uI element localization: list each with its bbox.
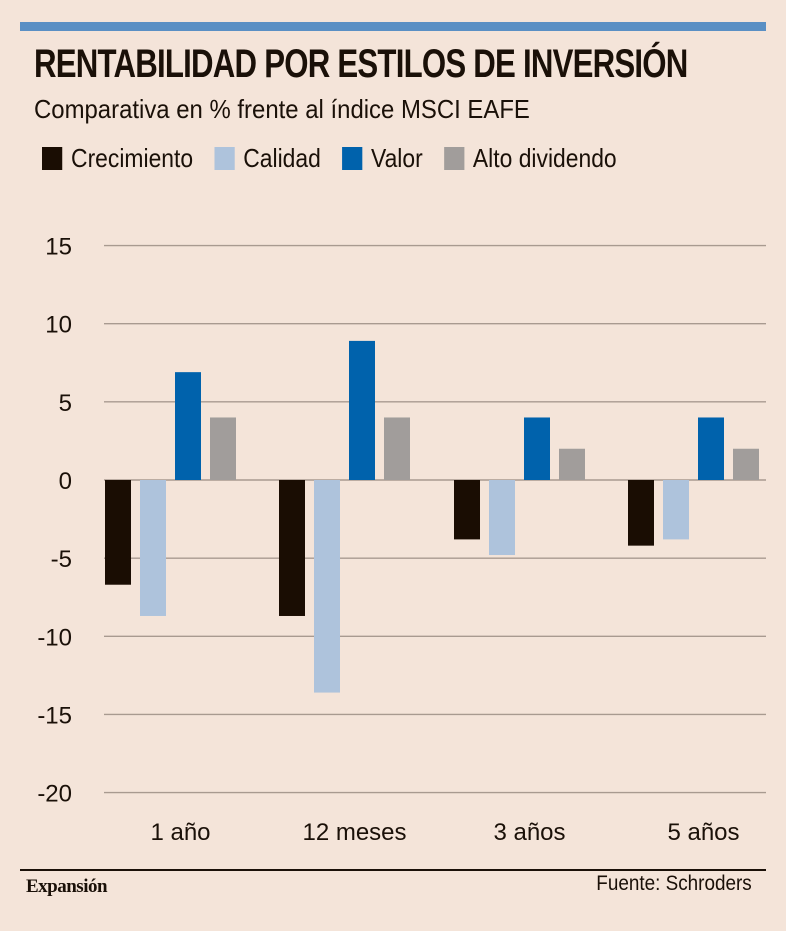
legend-label: Valor xyxy=(371,143,423,173)
legend-item-crecimiento: Crecimiento xyxy=(42,143,193,174)
x-tick-label: 12 meses xyxy=(302,819,406,846)
y-tick-label: 15 xyxy=(45,234,72,261)
legend-item-calidad: Calidad xyxy=(214,143,321,174)
bar-valor xyxy=(175,372,201,480)
y-tick-label: -10 xyxy=(37,624,72,651)
legend-label: Alto dividendo xyxy=(472,143,617,173)
y-tick-label: -15 xyxy=(37,702,72,729)
bar-alto-dividendo xyxy=(384,417,410,480)
y-tick-label: 0 xyxy=(59,468,72,495)
legend-item-valor: Valor xyxy=(341,143,423,174)
bar-crecimiento xyxy=(105,480,131,585)
y-tick-label: -5 xyxy=(51,546,72,573)
bar-crecimiento xyxy=(279,480,305,616)
bar-valor xyxy=(524,417,550,480)
legend-label: Crecimiento xyxy=(71,143,194,173)
y-tick-label: 10 xyxy=(45,312,72,339)
bar-crecimiento xyxy=(628,480,654,546)
y-tick-label: -20 xyxy=(37,781,72,808)
bar-valor xyxy=(349,340,375,480)
chart-title: RENTABILIDAD POR ESTILOS DE INVERSIÓN xyxy=(34,42,688,86)
legend-swatch-alto-dividendo xyxy=(443,147,465,170)
bar-crecimiento xyxy=(454,480,480,540)
footer-divider xyxy=(20,869,766,871)
bar-calidad xyxy=(663,480,689,540)
legend-item-alto-dividendo: Alto dividendo xyxy=(443,143,617,174)
legend-label: Calidad xyxy=(243,143,321,173)
brand-logo: Expansión xyxy=(26,876,108,897)
x-tick-label: 1 año xyxy=(150,819,210,846)
source-note: Fuente: Schroders xyxy=(596,872,752,895)
accent-bar xyxy=(20,22,766,31)
bar-calidad xyxy=(140,480,166,616)
x-tick-label: 3 años xyxy=(493,819,565,846)
legend-swatch-crecimiento xyxy=(42,147,63,170)
legend-swatch-calidad xyxy=(214,147,235,170)
bar-calidad xyxy=(489,480,515,556)
bar-alto-dividendo xyxy=(559,448,585,480)
bar-alto-dividendo xyxy=(210,417,236,480)
y-tick-label: 5 xyxy=(59,390,72,417)
bar-alto-dividendo xyxy=(733,448,759,480)
legend: Crecimiento Calidad Valor Alto dividendo xyxy=(42,143,638,174)
legend-swatch-valor xyxy=(341,147,363,170)
bar-calidad xyxy=(314,480,340,693)
x-tick-label: 5 años xyxy=(667,819,739,846)
bar-valor xyxy=(698,417,724,480)
chart-subtitle: Comparativa en % frente al índice MSCI E… xyxy=(34,94,530,124)
